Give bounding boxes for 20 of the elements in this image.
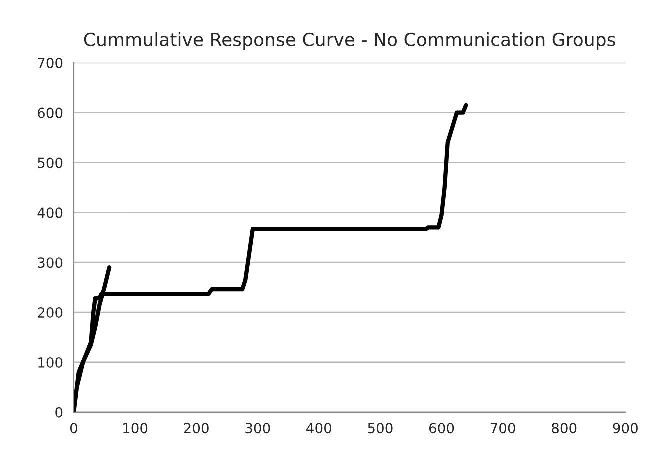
x-tick-label: 500	[368, 423, 393, 434]
x-tick-label: 0	[70, 423, 78, 434]
x-tick-label: 800	[552, 423, 577, 434]
y-tick-label: 200	[38, 308, 63, 318]
x-tick-label: 900	[613, 423, 638, 434]
line-series	[74, 103, 468, 412]
y-tick-label: 700	[38, 58, 63, 68]
x-tick-label: 600	[429, 423, 454, 434]
y-tick-label: 100	[38, 357, 63, 368]
x-tick-label: 200	[184, 423, 209, 434]
y-tick-label: 500	[38, 158, 63, 168]
chart-title: Cummulative Response Curve - No Communication Groups	[84, 32, 616, 50]
x-tick-label: 700	[490, 423, 516, 434]
y-tick-label: 600	[38, 108, 63, 118]
x-tick-label: 300	[246, 423, 270, 434]
x-tick-label: 100	[124, 423, 148, 434]
y-tick-label: 300	[38, 258, 63, 268]
y-tick-label: 0	[56, 407, 63, 418]
y-tick-label: 400	[38, 208, 63, 218]
x-tick-label: 400	[306, 423, 332, 434]
